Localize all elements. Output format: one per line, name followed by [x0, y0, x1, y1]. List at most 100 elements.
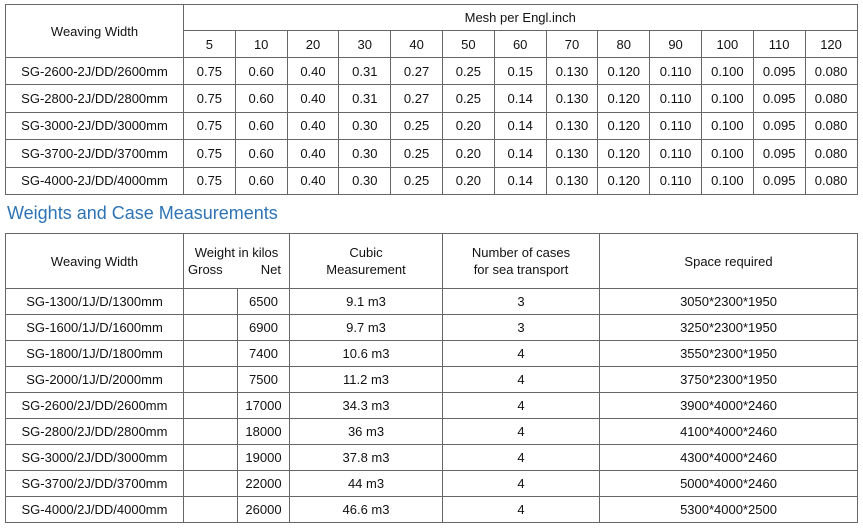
header-cell: 70 [545, 30, 599, 58]
cell: SG-2600-2J/DD/2600mm [5, 56, 184, 86]
cell [183, 314, 238, 341]
header-row: Weaving Width Weight in kilos Gross Net Cubi… [5, 233, 859, 289]
cell: 0.080 [804, 166, 858, 195]
cell [183, 444, 238, 471]
cell: 0.25 [390, 139, 443, 168]
cell: 0.75 [183, 166, 236, 195]
cell: SG-2000/1J/D/2000mm [5, 366, 184, 393]
row: SG-3700-2J/DD/3700mm 0.75 0.60 0.40 0.30 0.25… [5, 139, 858, 168]
row: SG-4000-2J/DD/4000mm 0.75 0.60 0.40 0.30 0.25… [5, 166, 858, 195]
header-row: 5 10 20 30 40 50 60 70 80 90 100 110 120 [6, 30, 858, 58]
cell: 0.14 [493, 139, 547, 168]
cell: SG-4000/2J/DD/4000mm [5, 496, 184, 523]
cell: 0.120 [597, 166, 651, 195]
cell: 0.20 [441, 111, 495, 141]
cell: 0.120 [597, 56, 651, 86]
cell: 0.095 [752, 139, 806, 168]
cell: 37.8 m3 [289, 444, 444, 471]
cell: 0.30 [338, 139, 392, 168]
row: SG-4000/2J/DD/4000mm 26000 46.6 m3 4 5300*40… [5, 496, 859, 523]
header-cell: 60 [493, 30, 547, 58]
cell: 9.7 m3 [289, 314, 444, 341]
cell: 0.60 [234, 111, 288, 141]
header-cell: 30 [338, 30, 392, 58]
header-line: Measurement [326, 262, 406, 277]
cell [183, 392, 238, 419]
header-cell: Number of cases for sea transport [442, 233, 601, 289]
row: SG-3000-2J/DD/3000mm 0.75 0.60 0.40 0.30 0.25… [5, 111, 858, 141]
cell: 3250*2300*1950 [599, 314, 859, 341]
row: SG-2800-2J/DD/2800mm 0.75 0.60 0.40 0.31 0.27… [5, 84, 858, 113]
cell: 4 [442, 392, 601, 419]
cell: 0.14 [493, 111, 547, 141]
cell: 0.25 [441, 56, 495, 86]
cell: 3550*2300*1950 [599, 340, 859, 367]
header-cell: Mesh per Engl.inch [183, 4, 858, 31]
cell: 0.095 [752, 56, 806, 86]
cell: SG-3000-2J/DD/3000mm [5, 111, 184, 141]
row: SG-2000/1J/D/2000mm 7500 11.2 m3 4 3750*2300… [5, 366, 859, 393]
section-title: Weights and Case Measurements [7, 203, 278, 223]
cell: 0.25 [441, 84, 495, 113]
header-cell: 5 [183, 30, 236, 58]
row: SG-1300/1J/D/1300mm 6500 9.1 m3 3 3050*2300*… [5, 288, 859, 315]
cell: 6500 [236, 288, 291, 315]
cell: 3 [442, 314, 601, 341]
cell: 0.110 [649, 84, 702, 113]
header-cell: Cubic Measurement [289, 233, 444, 289]
cell: 0.080 [804, 84, 858, 113]
cell: 0.75 [183, 84, 236, 113]
cell: 18000 [236, 418, 291, 445]
cell: 0.20 [441, 139, 495, 168]
cell: 0.110 [649, 139, 702, 168]
header-line: Gross Net [185, 261, 289, 278]
cell: 6900 [236, 314, 291, 341]
cell: 0.110 [649, 56, 702, 86]
cell: 0.110 [649, 166, 702, 195]
cell: 0.130 [545, 84, 599, 113]
header-cell: Space required [599, 233, 859, 289]
header-cell: 90 [649, 30, 702, 58]
header-cell: 120 [804, 30, 858, 58]
cell: 0.120 [597, 111, 651, 141]
cell: SG-1800/1J/D/1800mm [5, 340, 184, 367]
cell: 5000*4000*2460 [599, 470, 859, 497]
row: SG-3000/2J/DD/3000mm 19000 37.8 m3 4 4300*40… [5, 444, 859, 471]
cell: 0.100 [700, 166, 754, 195]
header-text: Gross [188, 262, 223, 277]
row: SG-1800/1J/D/1800mm 7400 10.6 m3 4 3550*2300… [5, 340, 859, 367]
cell: SG-3700-2J/DD/3700mm [5, 139, 184, 168]
cell: 4 [442, 340, 601, 367]
cell: 26000 [236, 496, 291, 523]
cell: SG-3000/2J/DD/3000mm [5, 444, 184, 471]
cell: 0.30 [338, 111, 392, 141]
cell: 0.40 [286, 139, 340, 168]
mesh-table: Weaving Width Mesh per Engl.inch 5 10 20 30 40… [5, 4, 858, 195]
cell [183, 340, 238, 367]
cell: 0.60 [234, 84, 288, 113]
cell: 4100*4000*2460 [599, 418, 859, 445]
cell: 4 [442, 366, 601, 393]
cell: 4300*4000*2460 [599, 444, 859, 471]
cell: 10.6 m3 [289, 340, 444, 367]
cell: 5300*4000*2500 [599, 496, 859, 523]
cell [183, 470, 238, 497]
row: SG-3700/2J/DD/3700mm 22000 44 m3 4 5000*4000… [5, 470, 859, 497]
cell: SG-1600/1J/D/1600mm [5, 314, 184, 341]
cell: 0.100 [700, 139, 754, 168]
cell: 44 m3 [289, 470, 444, 497]
cell: 17000 [236, 392, 291, 419]
row: SG-2800/2J/DD/2800mm 18000 36 m3 4 4100*4000… [5, 418, 859, 445]
cell: 4 [442, 496, 601, 523]
cell: 0.080 [804, 56, 858, 86]
cell: SG-3700/2J/DD/3700mm [5, 470, 184, 497]
header-cell: Weaving Width [5, 233, 184, 289]
cell [183, 288, 238, 315]
header-row: Weaving Width Mesh per Engl.inch [5, 4, 858, 58]
cell: 36 m3 [289, 418, 444, 445]
header-line: Cubic [349, 245, 383, 260]
cell: 0.100 [700, 111, 754, 141]
cell: 46.6 m3 [289, 496, 444, 523]
cell: 0.25 [390, 166, 443, 195]
